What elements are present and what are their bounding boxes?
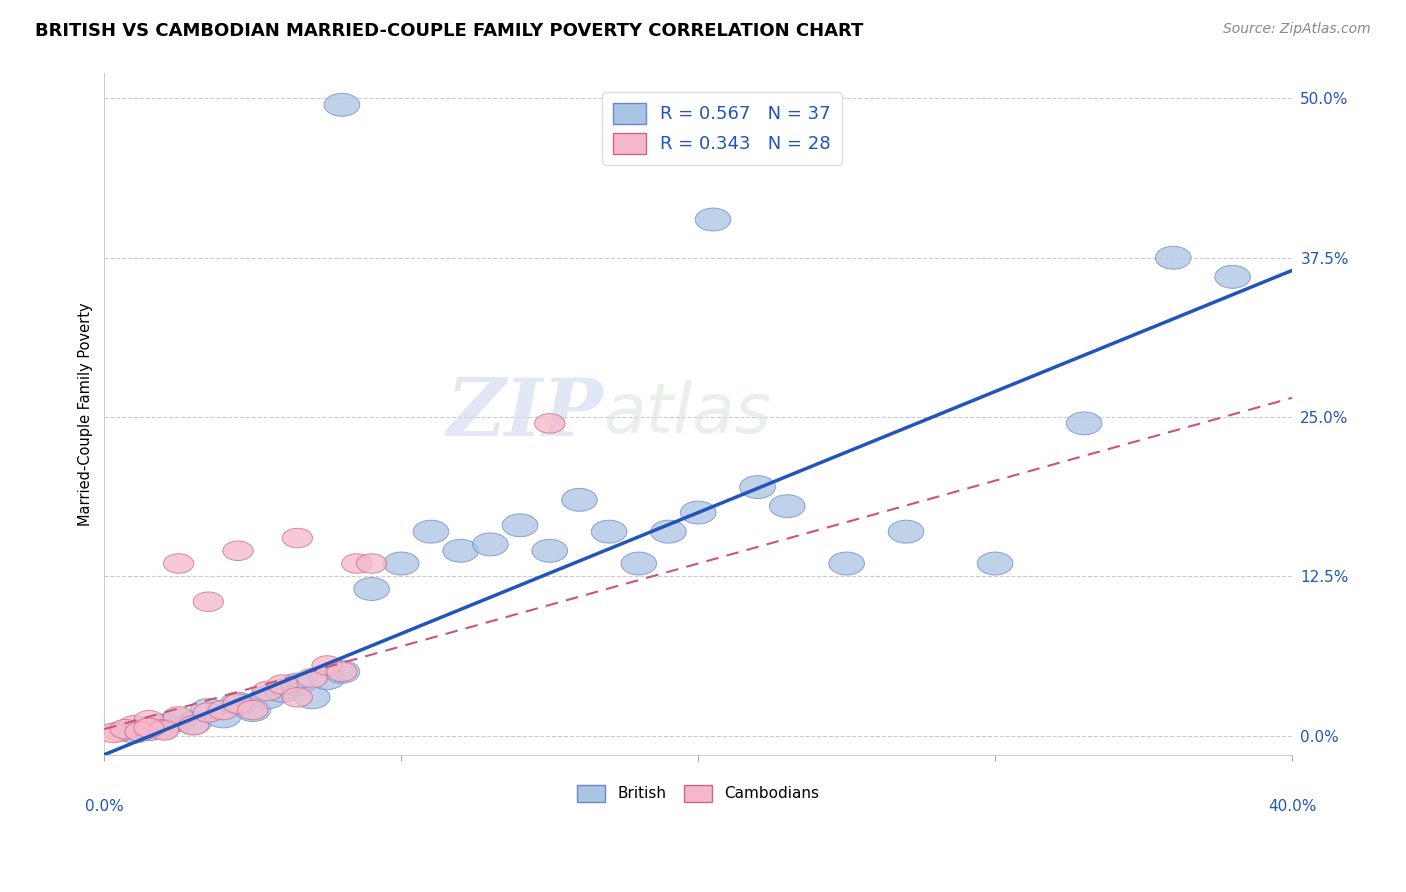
Text: BRITISH VS CAMBODIAN MARRIED-COUPLE FAMILY POVERTY CORRELATION CHART: BRITISH VS CAMBODIAN MARRIED-COUPLE FAMI… xyxy=(35,22,863,40)
Ellipse shape xyxy=(283,528,312,548)
Ellipse shape xyxy=(1215,265,1250,288)
Ellipse shape xyxy=(190,698,226,722)
Ellipse shape xyxy=(280,673,315,696)
Ellipse shape xyxy=(413,520,449,543)
Ellipse shape xyxy=(208,700,238,720)
Ellipse shape xyxy=(222,694,253,714)
Ellipse shape xyxy=(443,540,478,562)
Ellipse shape xyxy=(531,540,568,562)
Ellipse shape xyxy=(193,703,224,723)
Ellipse shape xyxy=(267,675,298,694)
Ellipse shape xyxy=(264,680,301,702)
Y-axis label: Married-Couple Family Poverty: Married-Couple Family Poverty xyxy=(79,302,93,525)
Ellipse shape xyxy=(769,495,806,517)
Ellipse shape xyxy=(294,686,330,709)
Text: Source: ZipAtlas.com: Source: ZipAtlas.com xyxy=(1223,22,1371,37)
Ellipse shape xyxy=(534,414,565,434)
Ellipse shape xyxy=(134,711,165,730)
Ellipse shape xyxy=(131,718,167,740)
Ellipse shape xyxy=(977,552,1012,575)
Ellipse shape xyxy=(384,552,419,575)
Ellipse shape xyxy=(221,692,256,715)
Ellipse shape xyxy=(592,520,627,543)
Ellipse shape xyxy=(561,488,598,511)
Ellipse shape xyxy=(651,520,686,543)
Ellipse shape xyxy=(176,711,211,734)
Ellipse shape xyxy=(828,552,865,575)
Ellipse shape xyxy=(253,681,283,701)
Ellipse shape xyxy=(472,533,508,556)
Ellipse shape xyxy=(222,541,253,560)
Text: atlas: atlas xyxy=(603,380,770,447)
Ellipse shape xyxy=(98,723,128,743)
Ellipse shape xyxy=(1156,246,1191,269)
Ellipse shape xyxy=(1066,412,1102,434)
Ellipse shape xyxy=(695,208,731,231)
Ellipse shape xyxy=(149,719,179,739)
Ellipse shape xyxy=(120,715,149,735)
Ellipse shape xyxy=(163,554,194,574)
Text: ZIP: ZIP xyxy=(446,375,603,452)
Ellipse shape xyxy=(149,721,179,740)
Ellipse shape xyxy=(250,686,285,709)
Ellipse shape xyxy=(297,668,328,688)
Ellipse shape xyxy=(312,656,342,675)
Legend: British, Cambodians: British, Cambodians xyxy=(571,779,825,808)
Ellipse shape xyxy=(110,719,141,739)
Ellipse shape xyxy=(163,706,194,726)
Ellipse shape xyxy=(125,722,155,741)
Ellipse shape xyxy=(740,475,775,499)
Ellipse shape xyxy=(325,94,360,116)
Ellipse shape xyxy=(326,662,357,681)
Ellipse shape xyxy=(193,592,224,612)
Ellipse shape xyxy=(502,514,538,537)
Ellipse shape xyxy=(146,714,181,737)
Ellipse shape xyxy=(104,722,135,741)
Ellipse shape xyxy=(235,698,270,722)
Ellipse shape xyxy=(357,554,387,574)
Ellipse shape xyxy=(681,501,716,524)
Ellipse shape xyxy=(325,660,360,683)
Ellipse shape xyxy=(354,577,389,600)
Ellipse shape xyxy=(621,552,657,575)
Ellipse shape xyxy=(134,718,165,738)
Ellipse shape xyxy=(117,720,152,743)
Ellipse shape xyxy=(160,709,197,731)
Ellipse shape xyxy=(179,715,208,735)
Ellipse shape xyxy=(889,520,924,543)
Ellipse shape xyxy=(238,700,269,720)
Text: 0.0%: 0.0% xyxy=(84,799,124,814)
Text: 40.0%: 40.0% xyxy=(1268,799,1316,814)
Ellipse shape xyxy=(342,554,373,574)
Ellipse shape xyxy=(283,688,312,707)
Ellipse shape xyxy=(309,666,344,690)
Ellipse shape xyxy=(205,705,240,728)
